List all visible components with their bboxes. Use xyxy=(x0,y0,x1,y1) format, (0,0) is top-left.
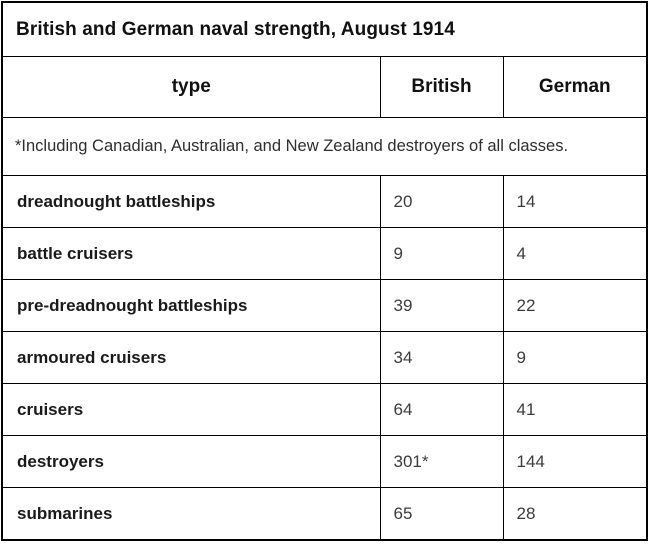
german-value: 28 xyxy=(502,487,648,541)
german-value: 41 xyxy=(502,383,648,436)
german-value: 22 xyxy=(502,279,648,332)
table-row: battle cruisers 9 4 xyxy=(1,227,648,280)
row-label: battle cruisers xyxy=(1,227,381,280)
table-row: cruisers 64 41 xyxy=(1,383,648,436)
table-footnote: *Including Canadian, Australian, and New… xyxy=(1,117,648,176)
german-value: 144 xyxy=(502,435,648,488)
row-label: destroyers xyxy=(1,435,381,488)
footnote-row: *Including Canadian, Australian, and New… xyxy=(1,117,648,176)
table-title: British and German naval strength, Augus… xyxy=(1,1,648,57)
column-header-type: type xyxy=(1,56,381,118)
table-row: dreadnought battleships 20 14 xyxy=(1,175,648,228)
german-value: 14 xyxy=(502,175,648,228)
row-label: submarines xyxy=(1,487,381,541)
british-value: 39 xyxy=(379,279,504,332)
german-value: 4 xyxy=(502,227,648,280)
table-row: pre-dreadnought battleships 39 22 xyxy=(1,279,648,332)
table-row: armoured cruisers 34 9 xyxy=(1,331,648,384)
column-header-british: British xyxy=(379,56,504,118)
table-row: destroyers 301* 144 xyxy=(1,435,648,488)
row-label: cruisers xyxy=(1,383,381,436)
column-header-german: German xyxy=(502,56,648,118)
row-label: pre-dreadnought battleships xyxy=(1,279,381,332)
british-value: 65 xyxy=(379,487,504,541)
title-row: British and German naval strength, Augus… xyxy=(1,1,648,57)
german-value: 9 xyxy=(502,331,648,384)
row-label: dreadnought battleships xyxy=(1,175,381,228)
row-label: armoured cruisers xyxy=(1,331,381,384)
table-row: submarines 65 28 xyxy=(1,487,648,541)
header-row: type British German xyxy=(1,56,648,118)
british-value: 34 xyxy=(379,331,504,384)
british-value: 301* xyxy=(379,435,504,488)
british-value: 9 xyxy=(379,227,504,280)
british-value: 64 xyxy=(379,383,504,436)
british-value: 20 xyxy=(379,175,504,228)
